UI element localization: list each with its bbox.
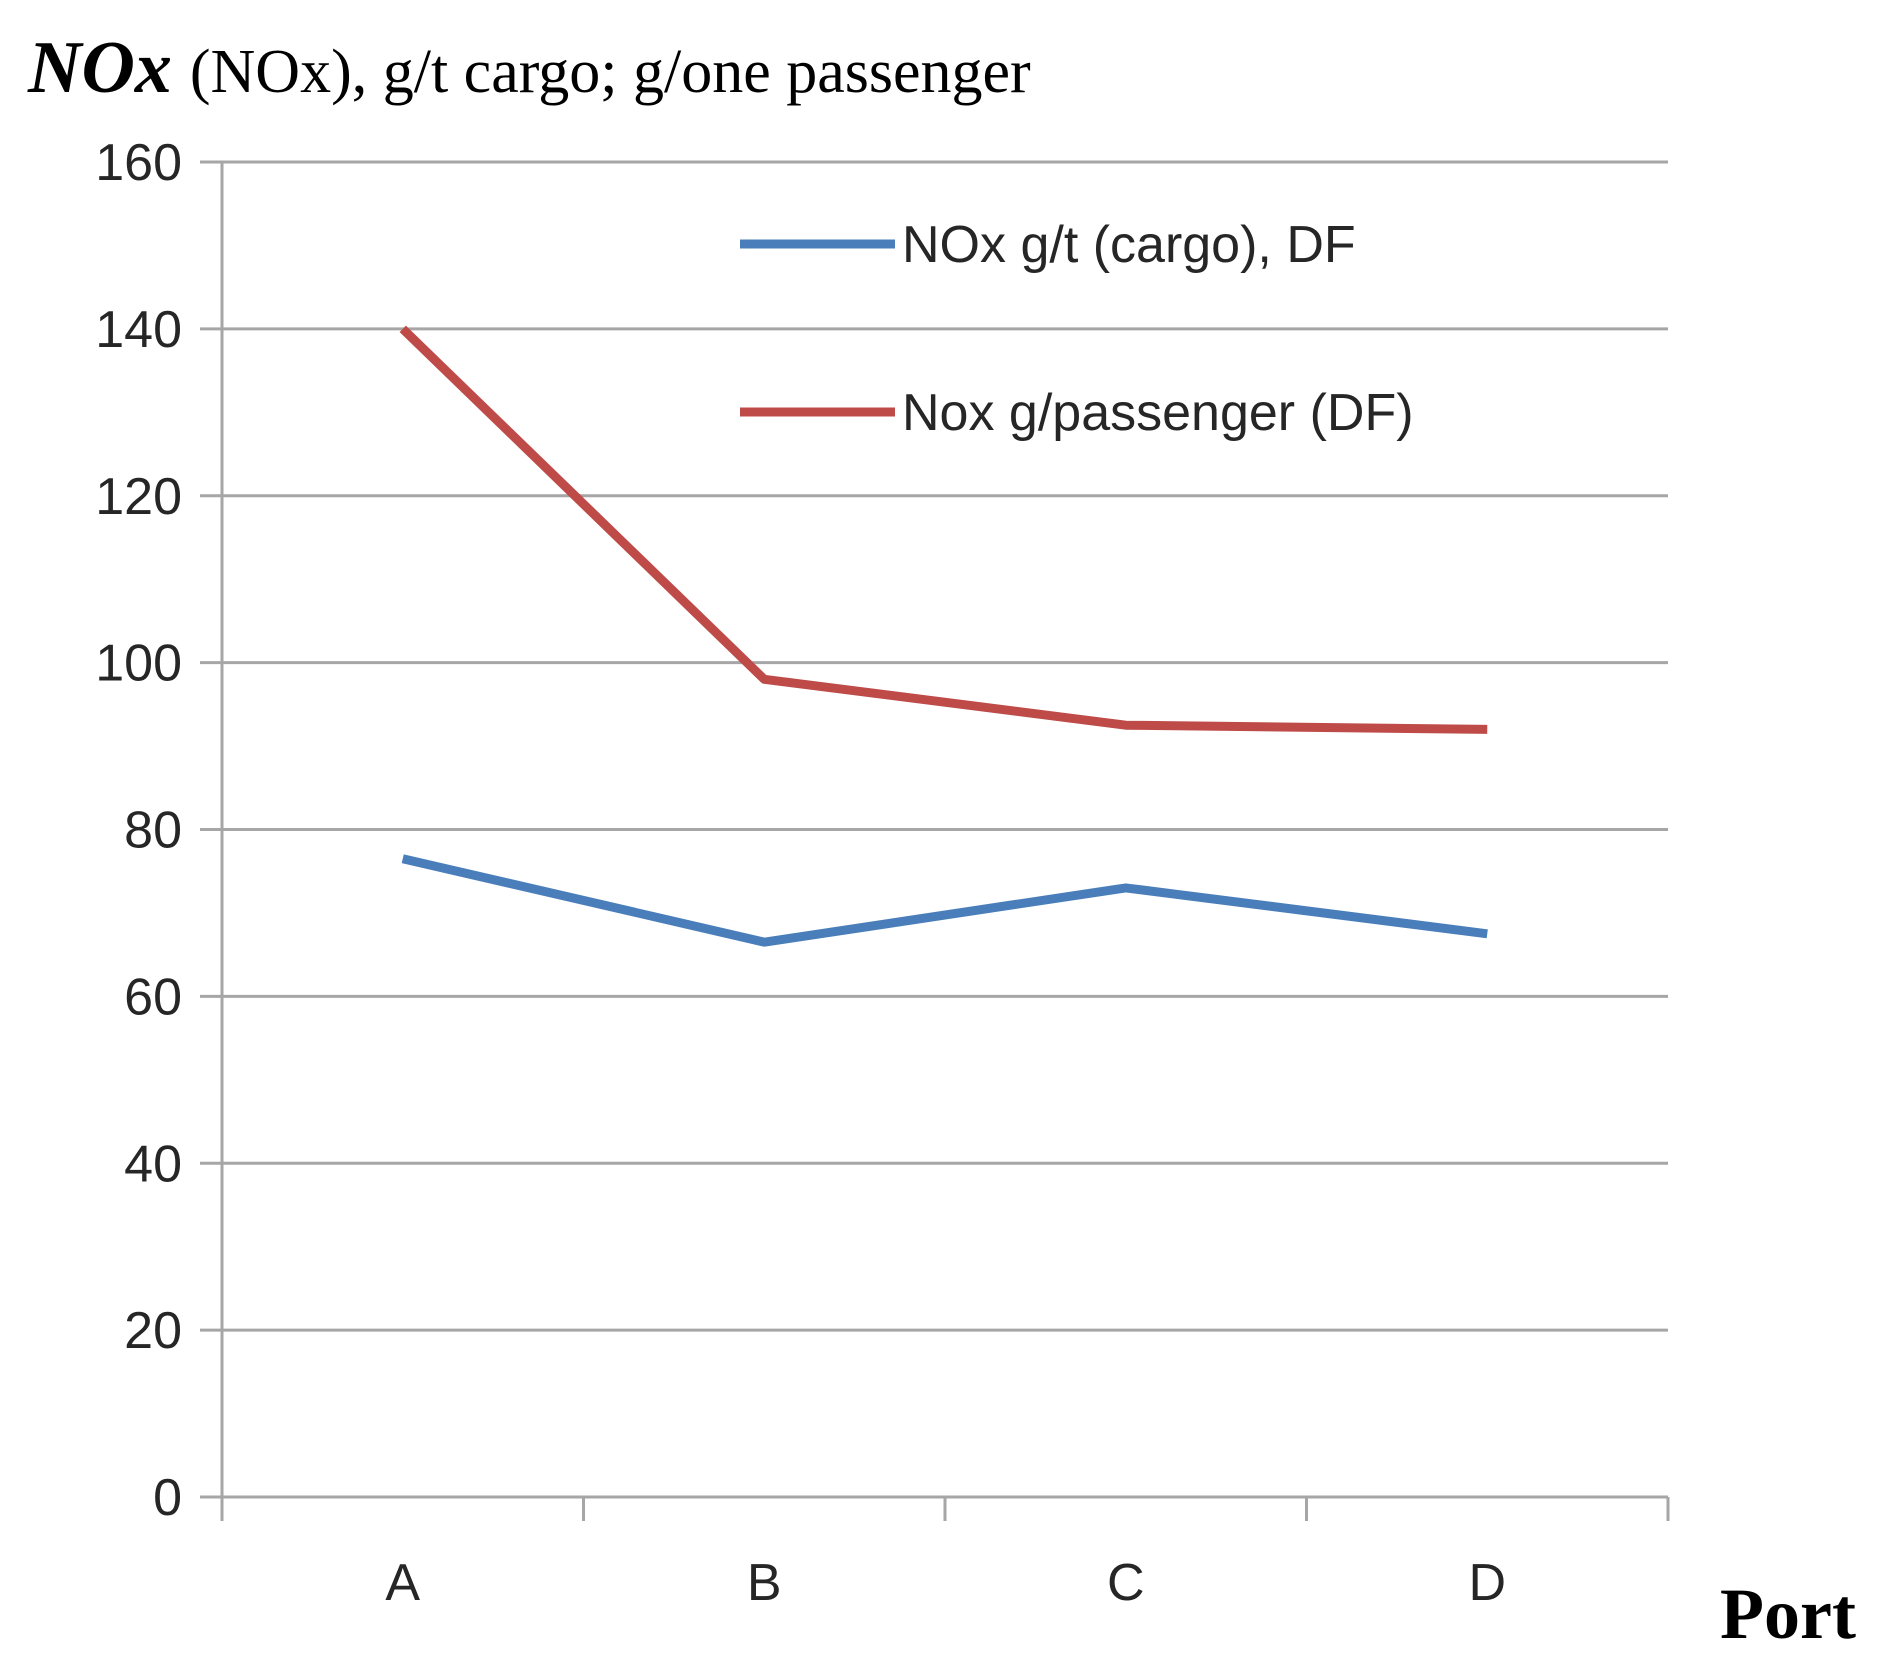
series-line-2 — [399, 325, 1488, 734]
y-tick-label: 20 — [124, 1302, 182, 1360]
series-lines — [399, 325, 1488, 947]
x-tick-label-A: A — [385, 1554, 420, 1612]
grid-lines — [200, 160, 1668, 1499]
chart-title-text: (NOx), g/t cargo; g/one passenger — [190, 38, 1031, 106]
x-tick-label-D: D — [1468, 1554, 1506, 1612]
series-line-1 — [401, 854, 1488, 947]
y-tick-label: 40 — [124, 1135, 182, 1193]
legend-label-1: NOx g/t (cargo), DF — [902, 216, 1356, 274]
y-tick-label: 80 — [124, 802, 182, 860]
legend: NOx g/t (cargo), DF Nox g/passenger (DF) — [740, 216, 1414, 442]
x-tick-label-C: C — [1107, 1554, 1145, 1612]
x-axis-title: Port — [1720, 1574, 1856, 1654]
chart-title-symbol: NOx — [27, 27, 172, 109]
y-tick-label: 0 — [153, 1469, 182, 1527]
y-tick-label: 160 — [95, 134, 182, 192]
y-tick-label: 60 — [124, 968, 182, 1026]
y-tick-label: 120 — [95, 468, 182, 526]
axes: 0 20 40 60 80 100 120 140 160 A B C D — [95, 134, 1670, 1612]
legend-label-2: Nox g/passenger (DF) — [902, 384, 1414, 442]
chart-title: NOx (NOx), g/t cargo; g/one passenger — [27, 27, 1031, 109]
y-tick-label: 100 — [95, 635, 182, 693]
x-tick-label-B: B — [747, 1554, 782, 1612]
y-tick-label: 140 — [95, 301, 182, 359]
